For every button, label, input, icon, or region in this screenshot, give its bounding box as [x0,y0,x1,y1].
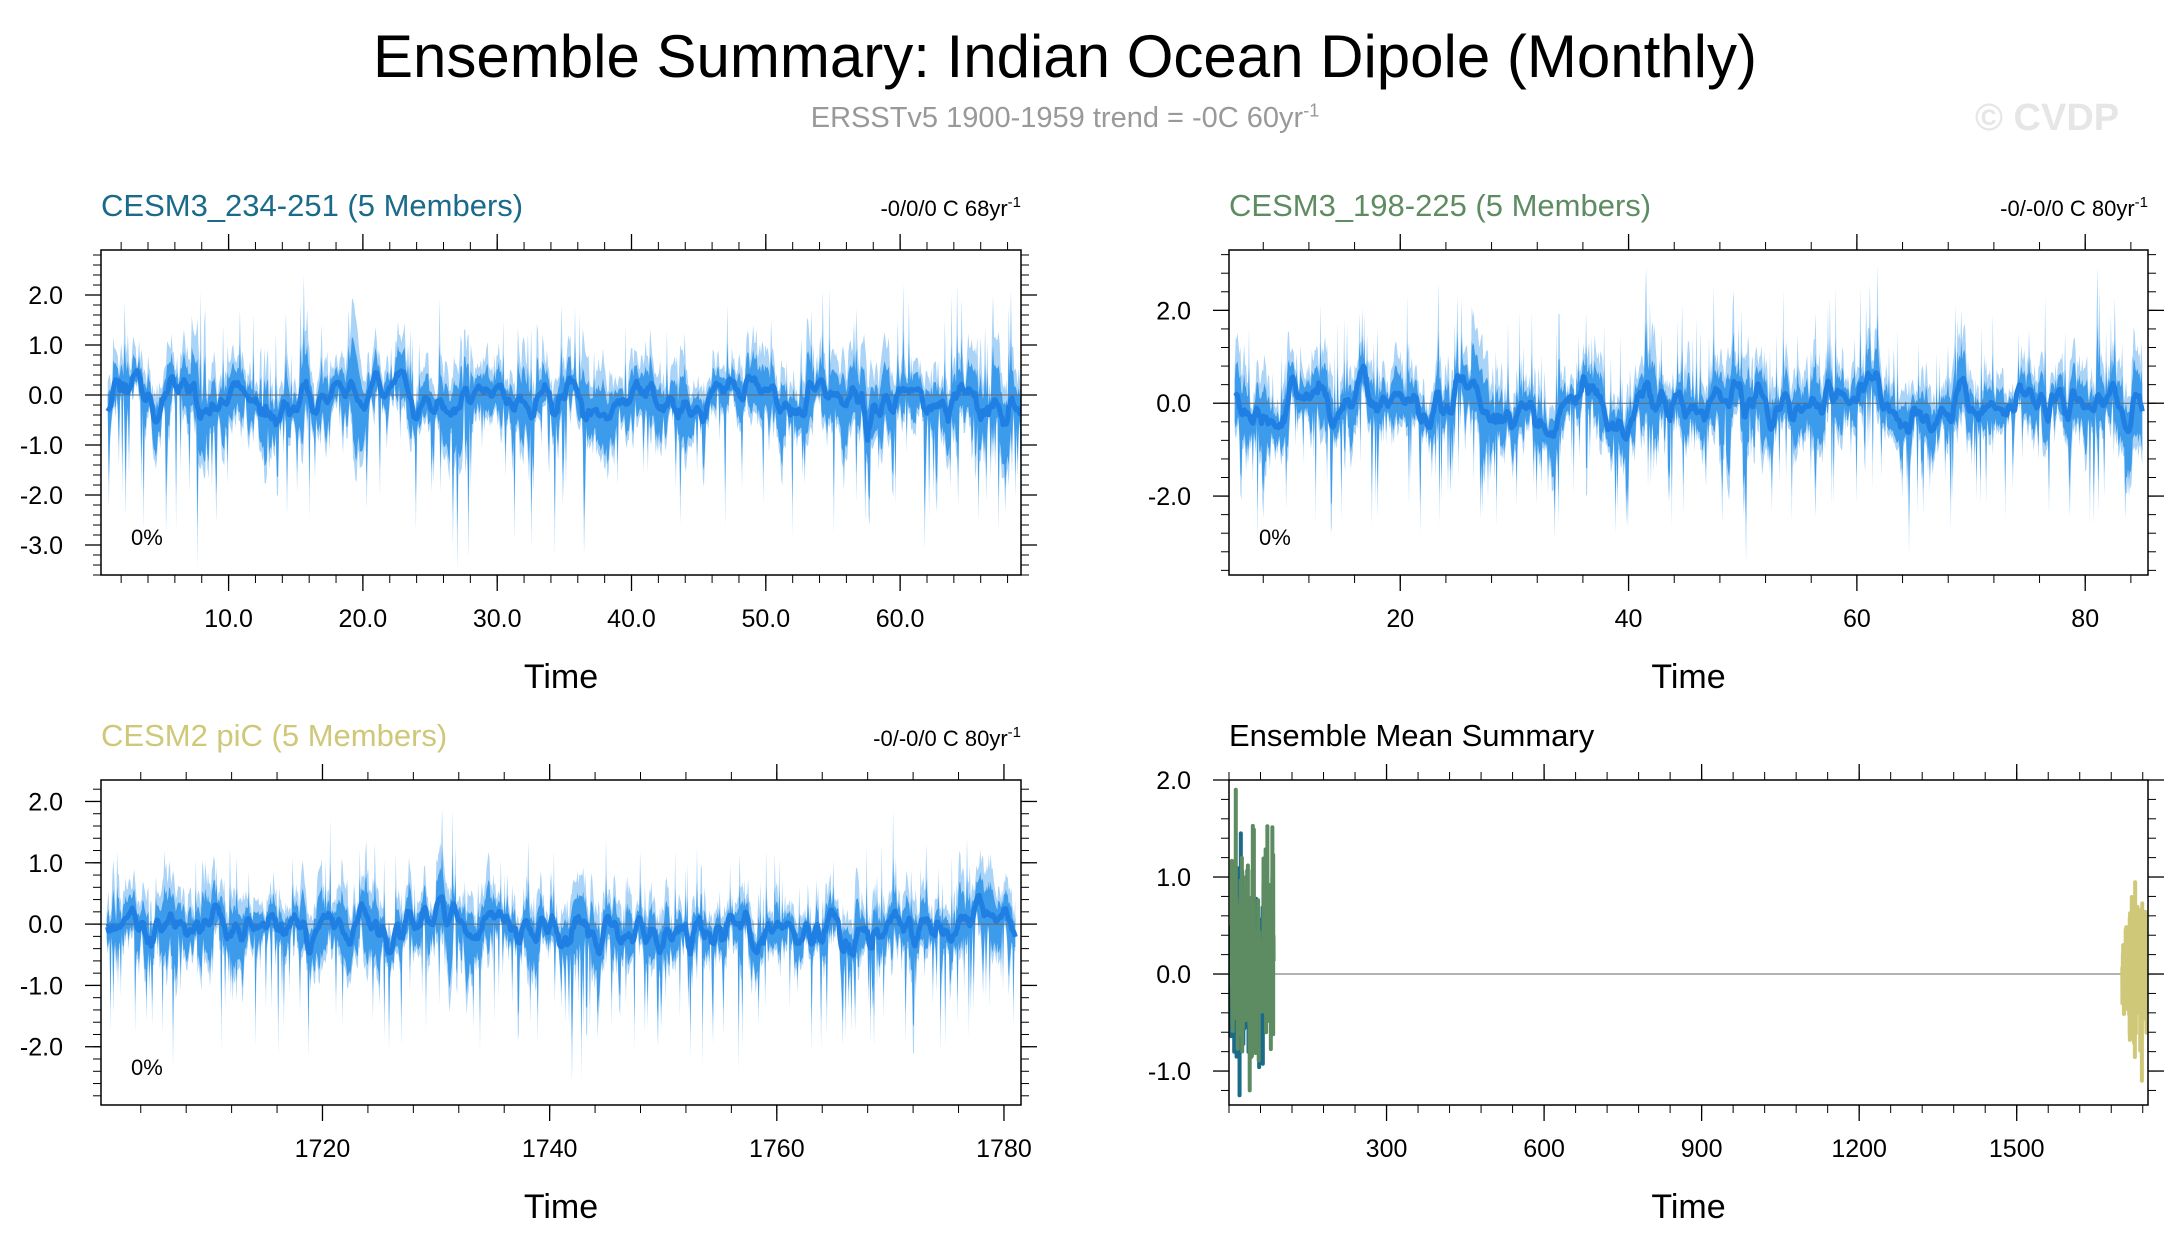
y-tick-label: 2.0 [1156,297,1191,325]
panel-title: Ensemble Mean Summary [1229,718,1595,753]
x-axis-label: Time [524,1188,598,1226]
percent-label: 0% [131,525,163,550]
y-tick-label: -2.0 [20,1034,63,1062]
x-tick-label: 10.0 [204,605,253,633]
percent-label: 0% [131,1055,163,1080]
y-tick-label: 0.0 [1156,390,1191,418]
subtitle-text: ERSSTv5 1900-1959 trend = -0C 60yr [810,102,1304,134]
y-tick-label: 1.0 [1156,864,1191,892]
main-title: Ensemble Summary: Indian Ocean Dipole (M… [373,23,1757,90]
panel-frame [100,779,1022,1106]
member-spread-band [1234,314,2143,525]
y-tick-label: -3.0 [20,532,63,560]
x-tick-label: 40.0 [607,605,656,633]
x-tick-label: 1740 [522,1135,578,1163]
panel-2-data [1229,263,2148,562]
panel-4-data [1229,787,2148,1098]
y-tick-label: 0.0 [28,911,63,939]
panel-frame [100,249,1022,576]
y-tick-label: -1.0 [20,972,63,1000]
trend-label: -0/0/0 C 68yr-1 [880,194,1021,221]
percent-label: 0% [1259,525,1291,550]
panel-4-axes: -1.0 0.0 1.0 2.0 300 600 900 1200 1500 Time Ensemb… [1148,718,2164,1226]
x-tick-label: 1720 [295,1135,351,1163]
x-tick-label: 60 [1843,605,1871,633]
x-tick-label: 1780 [976,1135,1032,1163]
trend-label-text: -0/-0/0 C 80yr [873,726,1008,751]
y-tick-label: -2.0 [20,482,63,510]
y-tick-label: 0.0 [28,382,63,410]
y-tick-label: 0.0 [1156,961,1191,989]
y-tick-label: 2.0 [28,282,63,310]
trend-label-superscript: -1 [1008,194,1021,211]
y-tick-label: 1.0 [28,332,63,360]
x-axis-label: Time [524,658,598,696]
y-tick-label: 2.0 [28,788,63,816]
panel-1-data [101,275,1021,570]
panel-frame [1228,249,2149,576]
panel-title: CESM3_198-225 (5 Members) [1229,188,1651,223]
x-tick-label: 20 [1386,605,1414,633]
ensemble-mean-line [105,368,1021,443]
trend-label: -0/-0/0 C 80yr-1 [873,724,1021,751]
x-tick-label: 300 [1366,1135,1408,1163]
panel-2-axes: -2.0 0.0 2.0 20 40 60 80 Time CESM3_198-225 (5 M… [1148,188,2164,696]
x-tick-label: 20.0 [339,605,388,633]
member-spread-band [107,325,1021,530]
x-tick-label: 600 [1523,1135,1565,1163]
y-tick-label: -1.0 [1148,1058,1191,1086]
panel-1-axes: -3.0 -2.0 -1.0 0.0 1.0 2.0 10.0 20.0 30.0 40.0 50.… [20,188,1037,696]
panel-3-axes: -2.0 -1.0 0.0 1.0 2.0 1720 1740 1760 1780 Time CES… [20,718,1037,1226]
x-tick-label: 1500 [1989,1135,2045,1163]
subtitle: ERSSTv5 1900-1959 trend = -0C 60yr-1 [0,100,2130,136]
x-tick-label: 40 [1615,605,1643,633]
trend-label-text: -0/-0/0 C 80yr [2000,196,2135,221]
x-tick-label: 1200 [1831,1135,1887,1163]
x-tick-label: 900 [1681,1135,1723,1163]
x-tick-label: 60.0 [876,605,925,633]
subtitle-superscript: -1 [1303,100,1320,121]
ensemble-mean-line [105,892,1018,958]
y-tick-label: -2.0 [1148,483,1191,511]
x-tick-label: 1760 [749,1135,805,1163]
x-tick-label: 80 [2071,605,2099,633]
y-tick-label: -1.0 [20,432,63,460]
panel-title: CESM2 piC (5 Members) [101,718,447,753]
copyright-watermark: © CVDP [1975,97,2120,139]
trend-label-text: -0/0/0 C 68yr [880,196,1007,221]
panel-title: CESM3_234-251 (5 Members) [101,188,523,223]
trend-label-superscript: -1 [1008,724,1021,741]
panel-3-data [101,807,1021,1084]
trend-label: -0/-0/0 C 80yr-1 [2000,194,2148,221]
x-axis-label: Time [1651,1188,1725,1226]
x-tick-label: 30.0 [473,605,522,633]
x-axis-label: Time [1651,658,1725,696]
ensemble-mean-line [1233,363,2145,442]
y-tick-label: 1.0 [28,850,63,878]
trend-label-superscript: -1 [2135,194,2148,211]
ensemble-mean-series-2 [1229,787,1276,1093]
panel-frame [1228,779,2149,1106]
ensemble-mean-series-3 [2120,876,2148,1083]
x-tick-label: 50.0 [741,605,790,633]
y-tick-label: 2.0 [1156,767,1191,795]
